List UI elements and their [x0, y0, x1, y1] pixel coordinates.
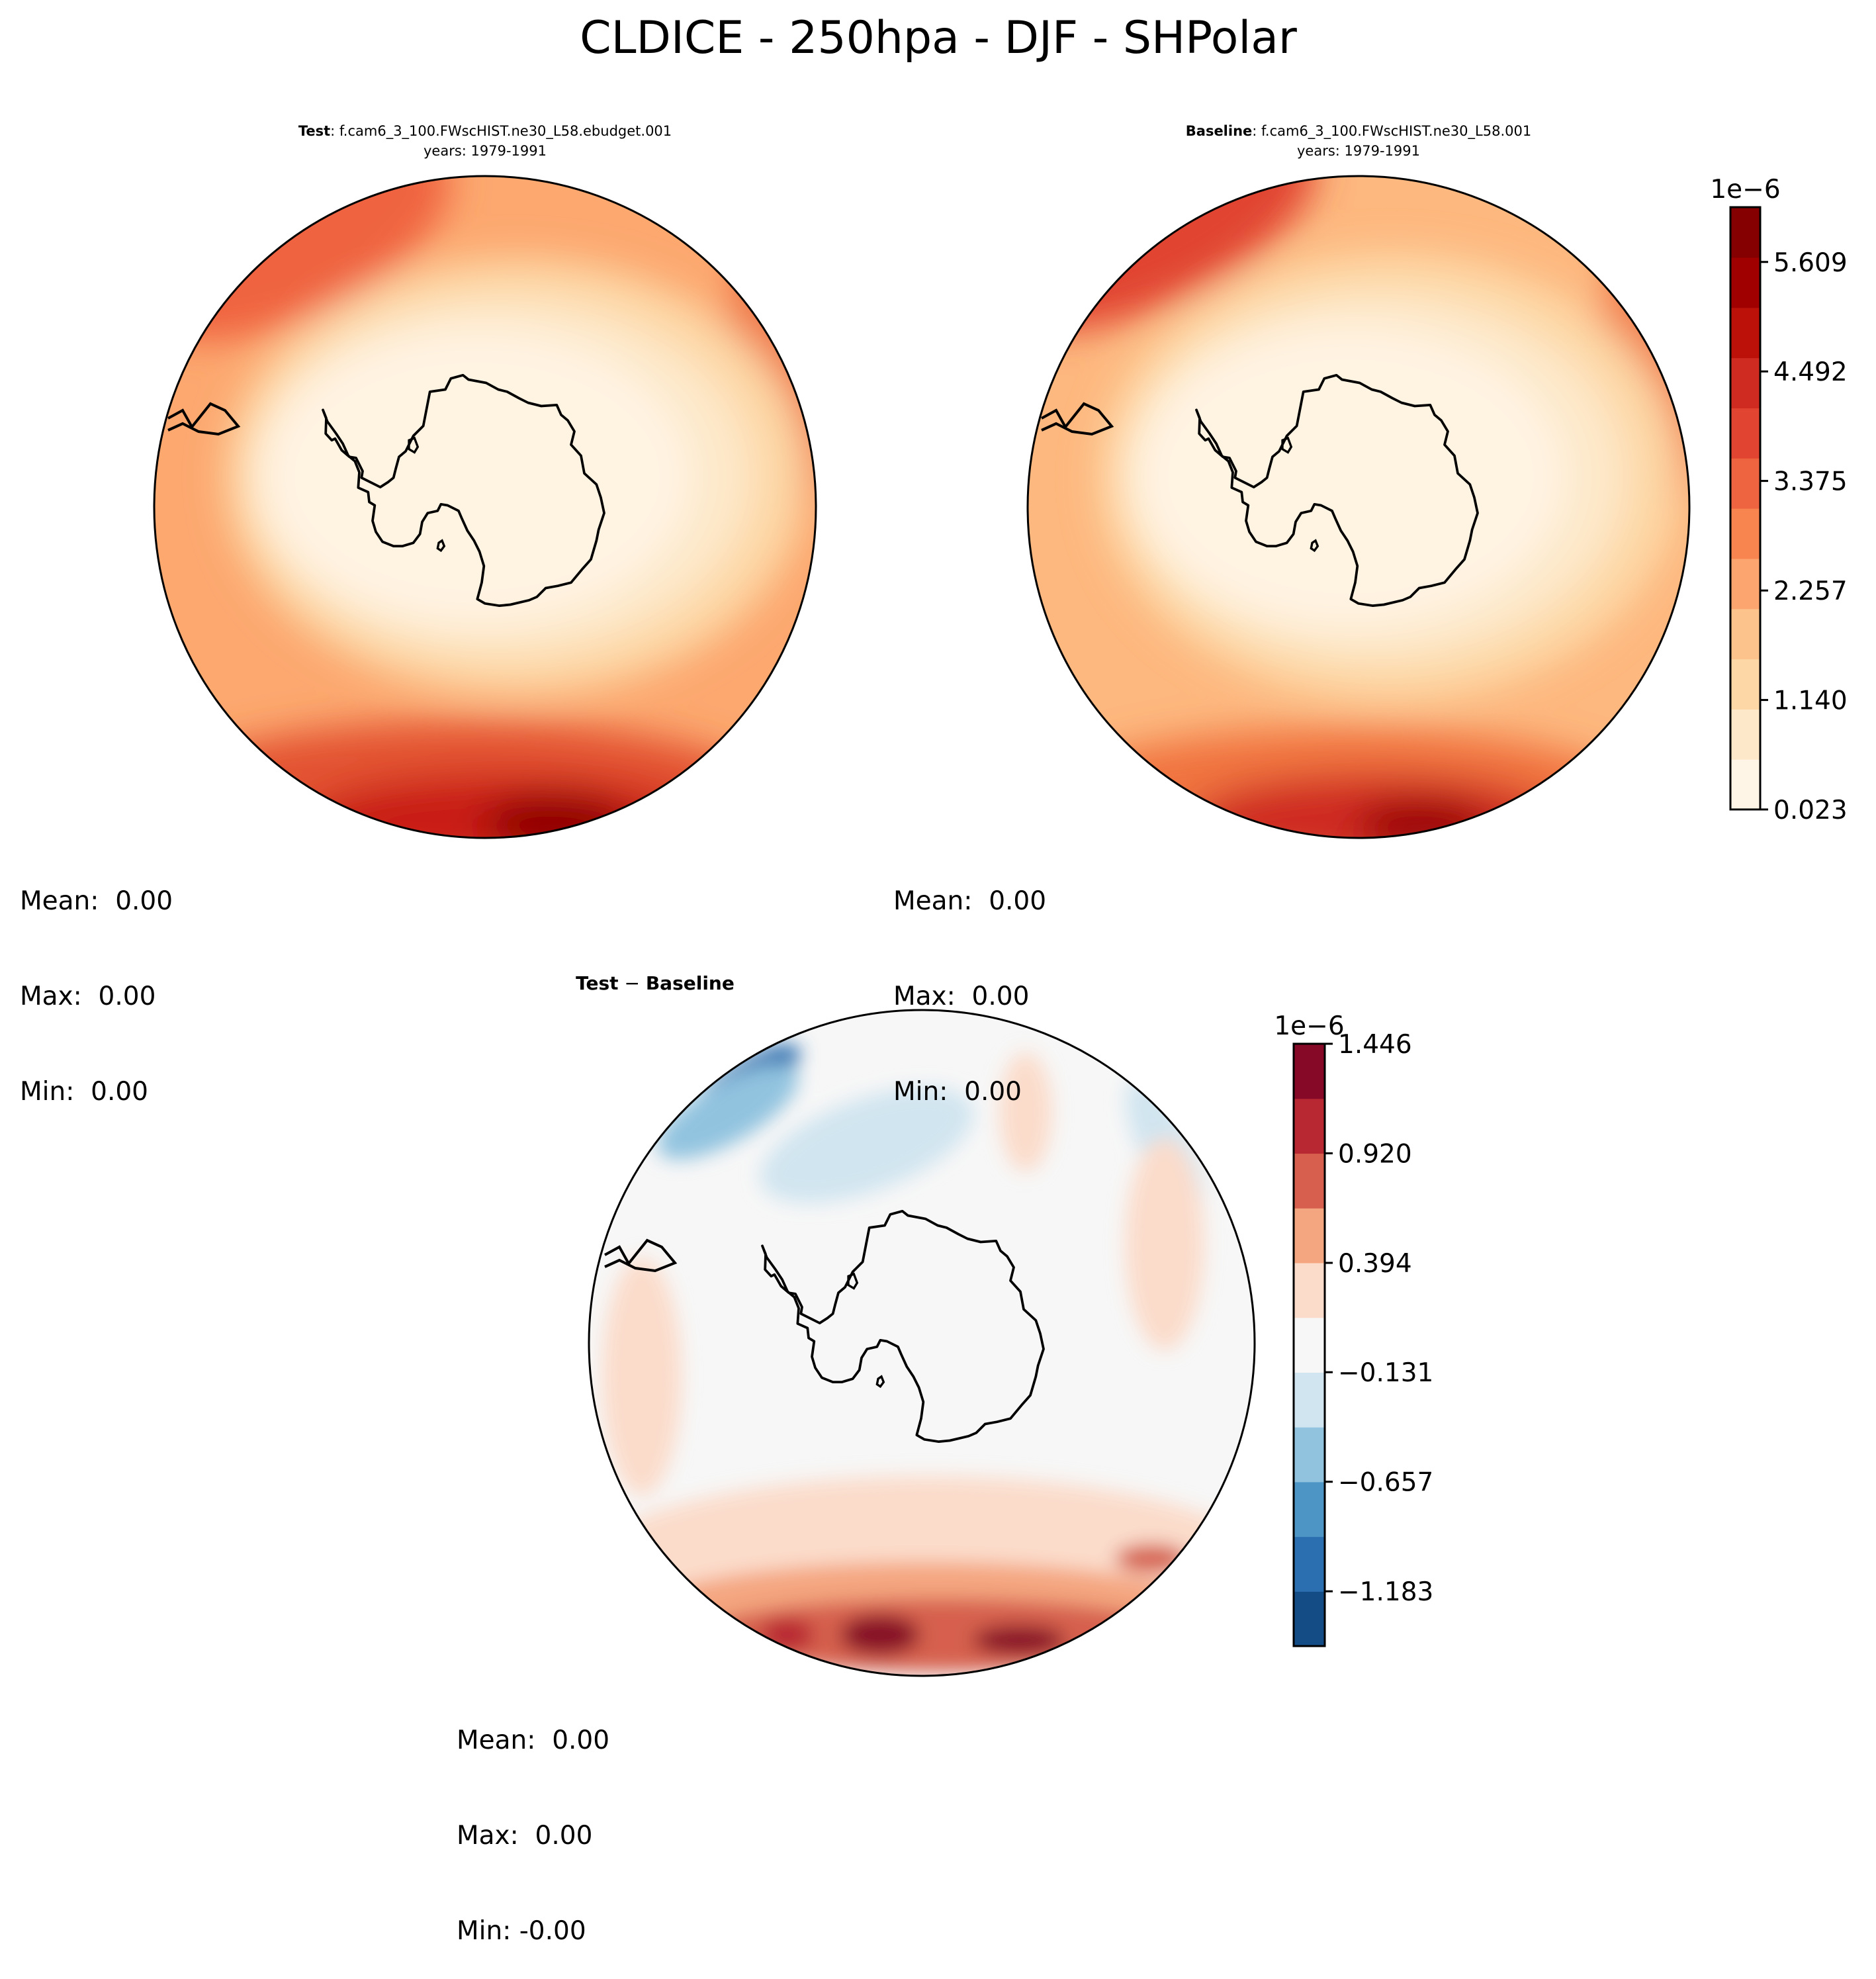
- colorbar-tick-label: 3.375: [1773, 467, 1848, 497]
- colorbar-segment: [1730, 207, 1760, 258]
- contour-field: [154, 176, 816, 838]
- panel-title: Baseline: f.cam6_3_100.FWscHIST.ne30_L58…: [1186, 123, 1531, 140]
- stat-min: Min: -0.00: [457, 1916, 586, 1946]
- colorbar-segment: [1294, 1153, 1325, 1209]
- stats-baseline: Mean: 0.00 Max: 0.00 Min: 0.00: [893, 822, 1046, 1140]
- colorbar-segment: [1730, 709, 1760, 760]
- colorbar-segment: [1730, 759, 1760, 810]
- stat-max: Max: 0.00: [893, 982, 1030, 1011]
- colorbar-tick-label: 0.920: [1338, 1140, 1412, 1170]
- colorbar-segment: [1730, 357, 1760, 408]
- panel-difference: Test − Baseline: [576, 972, 1256, 1677]
- stats-difference: Mean: 0.00 Max: 0.00 Min: -0.00: [457, 1661, 609, 1979]
- coastline-south-america: [604, 1238, 678, 1273]
- colorbar-segment: [1294, 1044, 1325, 1099]
- coastline-south-america: [1041, 402, 1114, 436]
- contour-field: [1028, 176, 1689, 838]
- colorbar-segment: [1730, 458, 1760, 509]
- colorbar-tick-label: 1.446: [1338, 1030, 1412, 1060]
- colorbar-frame: [1292, 1042, 1326, 1647]
- stat-mean: Mean: 0.00: [457, 1726, 610, 1755]
- stat-min: Min: 0.00: [893, 1077, 1022, 1107]
- colorbar-exponent-label: 1e−6: [1274, 1011, 1344, 1041]
- figure: CLDICE - 250hpa - DJF - SHPolar Test: f.…: [153, 12, 1848, 1677]
- colorbar-baseline: 0.023 1.140 2.257 3.375 4.492 5.609 1e−6: [1710, 175, 1847, 825]
- stat-mean: Mean: 0.00: [893, 886, 1047, 916]
- colorbar-segment: [1294, 1208, 1325, 1264]
- colorbar-segment: [1294, 1317, 1325, 1373]
- map-boundary: [1026, 175, 1691, 839]
- colorbar-segment: [1294, 1591, 1325, 1647]
- colorbar-tick-label: −0.131: [1338, 1358, 1433, 1388]
- colorbar-segment: [1730, 307, 1760, 359]
- panel-title-sep: −: [619, 972, 646, 994]
- colorbar-tick-label: −1.183: [1338, 1577, 1433, 1607]
- panel-test: Test: f.cam6_3_100.FWscHIST.ne30_L58.ebu…: [153, 123, 817, 839]
- contour-field: [589, 1010, 1255, 1676]
- panel-title-bold: Baseline: [1186, 123, 1253, 139]
- colorbar-tick-label: 5.609: [1773, 248, 1848, 278]
- colorbar-segment: [1294, 1098, 1325, 1154]
- panel-subtitle: years: 1979-1991: [424, 143, 547, 159]
- colorbar-segment: [1730, 659, 1760, 710]
- figure-title: CLDICE - 250hpa - DJF - SHPolar: [580, 12, 1297, 64]
- colorbar-tick-label: 0.023: [1773, 796, 1848, 825]
- colorbar-exponent-label: 1e−6: [1710, 175, 1780, 205]
- map-boundary: [588, 1009, 1256, 1677]
- colorbar-segment: [1730, 608, 1760, 660]
- colorbar-tick-label: −0.657: [1338, 1468, 1433, 1498]
- colorbar-segment: [1730, 508, 1760, 559]
- panel-subtitle: years: 1979-1991: [1297, 143, 1420, 159]
- panel-title-bold: Test: [576, 972, 618, 994]
- colorbar-segment: [1294, 1372, 1325, 1428]
- panel-title-rest: : f.cam6_3_100.FWscHIST.ne30_L58.001: [1252, 123, 1531, 140]
- colorbar-tick-label: 0.394: [1338, 1249, 1412, 1279]
- panel-title-bold: Test: [298, 123, 330, 139]
- colorbar-segment: [1730, 558, 1760, 610]
- colorbar-segment: [1294, 1481, 1325, 1538]
- panel-title-bold2: Baseline: [646, 972, 735, 994]
- stat-max: Max: 0.00: [20, 982, 156, 1011]
- stat-mean: Mean: 0.00: [20, 886, 173, 916]
- colorbar-segment: [1730, 257, 1760, 308]
- map-boundary: [153, 175, 817, 839]
- stat-min: Min: 0.00: [20, 1077, 148, 1107]
- panel-baseline: Baseline: f.cam6_3_100.FWscHIST.ne30_L58…: [1026, 123, 1691, 839]
- colorbar-tick-label: 4.492: [1773, 357, 1848, 387]
- panel-title: Test: f.cam6_3_100.FWscHIST.ne30_L58.ebu…: [298, 123, 672, 140]
- stats-test: Mean: 0.00 Max: 0.00 Min: 0.00: [20, 822, 173, 1140]
- colorbar-segment: [1294, 1262, 1325, 1318]
- colorbar-frame: [1729, 206, 1762, 811]
- colorbar-tick-label: 1.140: [1773, 686, 1848, 716]
- panel-title: Test − Baseline: [576, 972, 735, 994]
- colorbar-segment: [1294, 1536, 1325, 1592]
- colorbar-segment: [1730, 408, 1760, 459]
- colorbar-segment: [1294, 1427, 1325, 1483]
- stat-max: Max: 0.00: [457, 1821, 593, 1851]
- coastline-south-america: [167, 402, 241, 436]
- panel-title-rest: : f.cam6_3_100.FWscHIST.ne30_L58.ebudget…: [330, 123, 672, 140]
- colorbar-tick-label: 2.257: [1773, 576, 1848, 606]
